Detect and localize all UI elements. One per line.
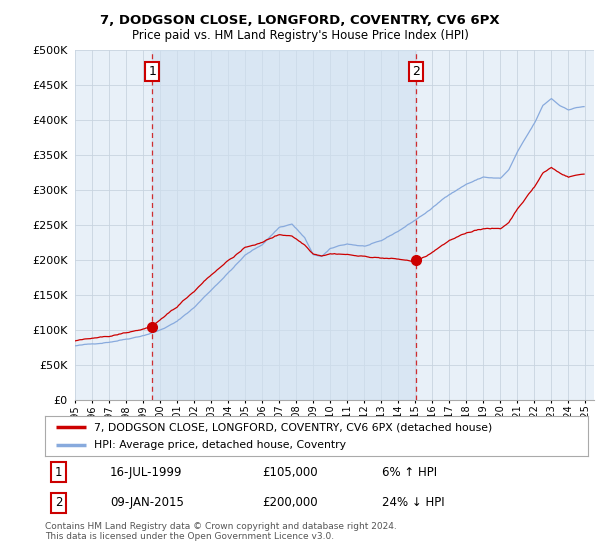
- Text: 7, DODGSON CLOSE, LONGFORD, COVENTRY, CV6 6PX: 7, DODGSON CLOSE, LONGFORD, COVENTRY, CV…: [100, 14, 500, 27]
- Text: Price paid vs. HM Land Registry's House Price Index (HPI): Price paid vs. HM Land Registry's House …: [131, 29, 469, 42]
- Text: £200,000: £200,000: [262, 496, 318, 509]
- Text: 1: 1: [55, 465, 62, 479]
- Text: 2: 2: [412, 65, 420, 78]
- Text: £105,000: £105,000: [262, 465, 318, 479]
- Text: Contains HM Land Registry data © Crown copyright and database right 2024.
This d: Contains HM Land Registry data © Crown c…: [45, 522, 397, 542]
- Bar: [152, 50, 416, 400]
- Text: 09-JAN-2015: 09-JAN-2015: [110, 496, 184, 509]
- Text: 2: 2: [55, 496, 62, 509]
- Text: 16-JUL-1999: 16-JUL-1999: [110, 465, 182, 479]
- Text: 7, DODGSON CLOSE, LONGFORD, COVENTRY, CV6 6PX (detached house): 7, DODGSON CLOSE, LONGFORD, COVENTRY, CV…: [94, 422, 492, 432]
- Text: 6% ↑ HPI: 6% ↑ HPI: [382, 465, 437, 479]
- Text: 24% ↓ HPI: 24% ↓ HPI: [382, 496, 444, 509]
- Text: 1: 1: [148, 65, 156, 78]
- Text: HPI: Average price, detached house, Coventry: HPI: Average price, detached house, Cove…: [94, 440, 346, 450]
